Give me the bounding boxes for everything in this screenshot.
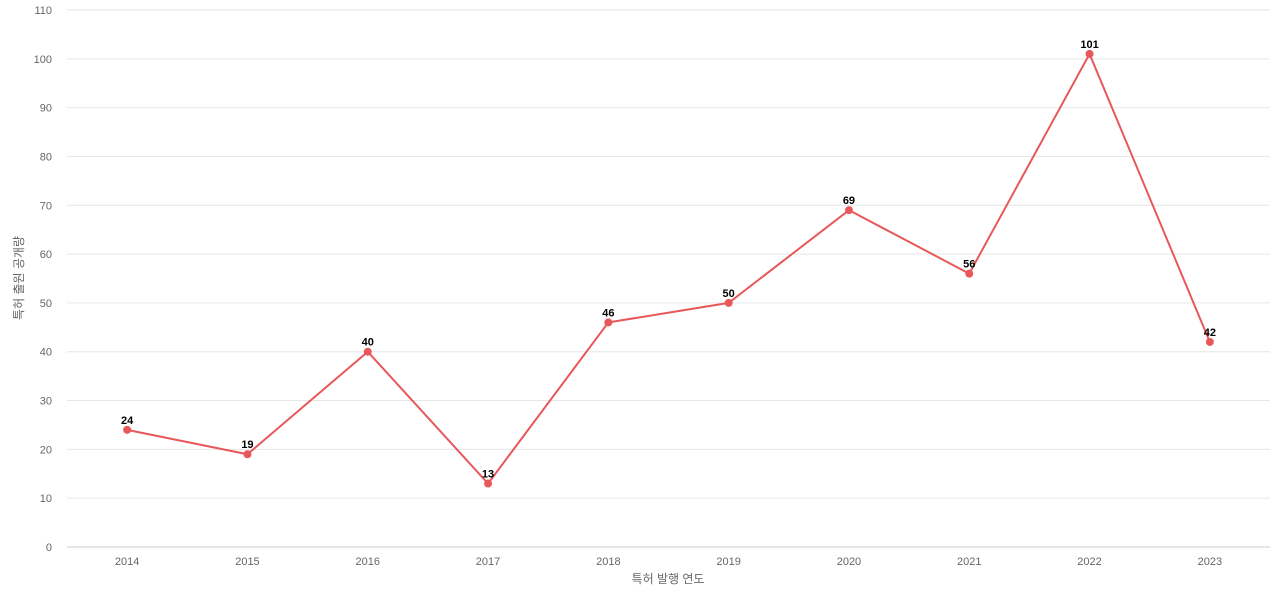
- y-tick-label: 100: [34, 54, 52, 66]
- data-point-2019[interactable]: [724, 298, 733, 307]
- data-point-2017[interactable]: [484, 479, 493, 488]
- y-tick-label: 80: [40, 151, 52, 163]
- data-label-2020: 69: [843, 195, 855, 207]
- y-tick-label: 20: [40, 444, 52, 456]
- data-label-2021: 56: [963, 259, 975, 271]
- y-tick-label: 90: [40, 103, 52, 115]
- data-label-2015: 19: [241, 439, 253, 451]
- data-point-2015[interactable]: [243, 450, 252, 459]
- x-tick-label: 2018: [596, 556, 620, 568]
- y-tick-label: 70: [40, 200, 52, 212]
- data-point-2014[interactable]: [123, 425, 132, 434]
- y-tick-label: 0: [46, 542, 52, 554]
- y-tick-label: 50: [40, 298, 52, 310]
- data-label-2022: 101: [1080, 39, 1098, 51]
- data-point-2021[interactable]: [965, 269, 974, 278]
- data-points: [123, 49, 1214, 488]
- data-label-2016: 40: [362, 337, 374, 349]
- data-point-2016[interactable]: [363, 347, 372, 356]
- data-labels: 24 19 40 13 46 50 69 56 101 42: [121, 39, 1216, 481]
- data-label-2019: 50: [723, 288, 735, 300]
- x-tick-label: 2015: [235, 556, 259, 568]
- x-tick-label: 2014: [115, 556, 139, 568]
- x-tick-label: 2021: [957, 556, 981, 568]
- x-tick-label: 2017: [476, 556, 500, 568]
- y-axis-title: 특허 출원 공개량: [12, 236, 26, 320]
- data-label-2014: 24: [121, 415, 134, 427]
- series-line: [126, 51, 1211, 486]
- x-tick-label: 2020: [837, 556, 861, 568]
- data-point-2018[interactable]: [604, 318, 613, 327]
- x-tick-label: 2023: [1198, 556, 1222, 568]
- x-tick-label: 2016: [356, 556, 380, 568]
- y-tick-label: 10: [40, 493, 52, 505]
- data-point-2023[interactable]: [1205, 337, 1214, 346]
- data-label-2023: 42: [1204, 327, 1216, 339]
- x-tick-label: 2022: [1077, 556, 1101, 568]
- y-tick-label: 60: [40, 249, 52, 261]
- y-tick-label: 110: [34, 5, 52, 17]
- gridlines: [67, 9, 1270, 499]
- y-tick-label: 30: [40, 396, 52, 408]
- y-tick-label: 40: [40, 347, 52, 359]
- data-label-2018: 46: [602, 307, 614, 319]
- x-tick-label: 2019: [716, 556, 740, 568]
- y-axis-ticks: 0 10 20 30 40 50 60 70 80 90 100 110: [34, 5, 52, 554]
- data-point-2022[interactable]: [1085, 49, 1094, 58]
- x-axis-ticks: 2014 2015 2016 2017 2018 2019 2020 2021 2022 2023: [115, 556, 1222, 568]
- data-label-2017: 13: [482, 469, 494, 481]
- data-point-2020[interactable]: [844, 206, 853, 215]
- x-axis-title: 특허 발행 연도: [632, 571, 705, 586]
